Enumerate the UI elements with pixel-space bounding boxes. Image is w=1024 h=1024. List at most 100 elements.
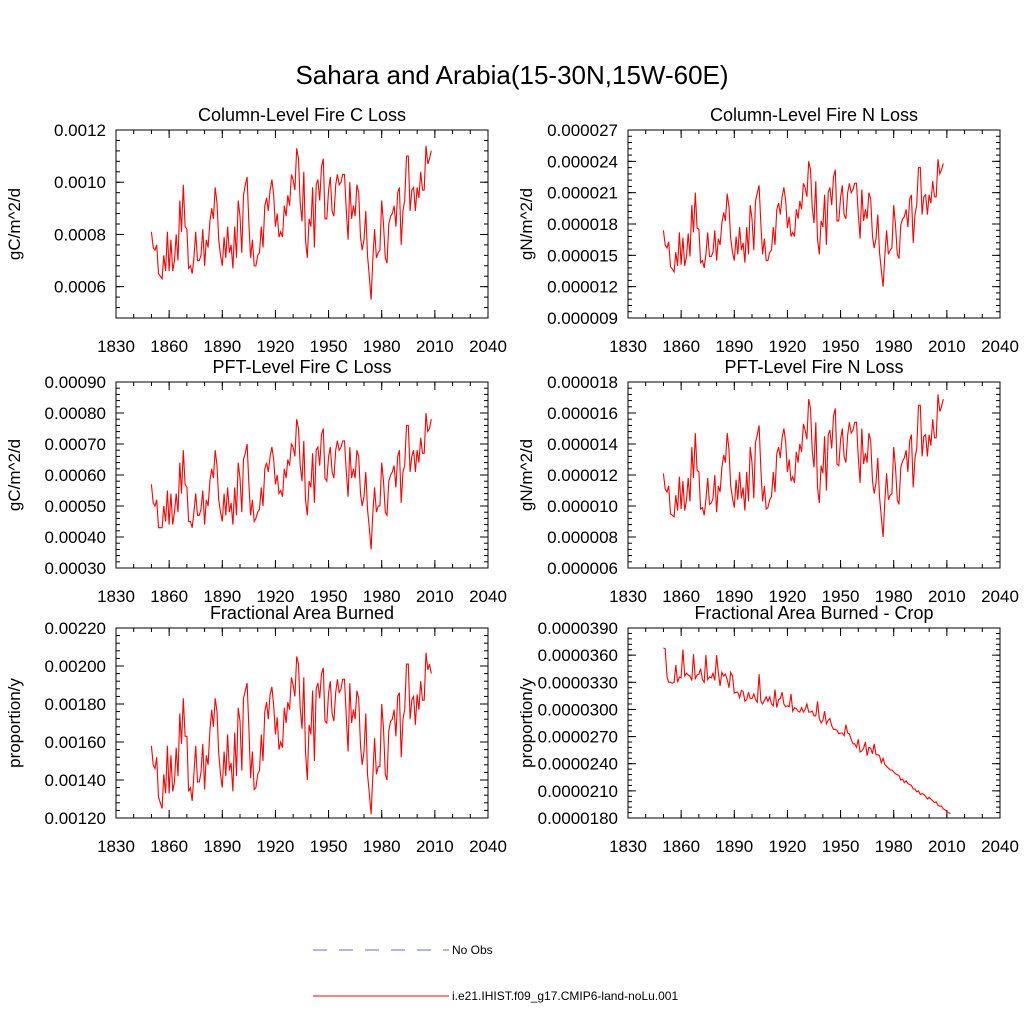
x-tick-label: 1860 [150,837,188,856]
y-tick-label: 0.000024 [547,152,618,171]
x-tick-label: 1920 [769,337,807,356]
y-tick-label: 0.0000390 [538,619,618,638]
x-tick-label: 1860 [150,337,188,356]
x-tick-label: 1830 [609,587,647,606]
y-tick-label: 0.000016 [547,404,618,423]
series-line [150,412,432,550]
x-tick-label: 2040 [469,337,507,356]
panel-title: Column-Level Fire C Loss [198,105,406,125]
x-tick-label: 1830 [97,837,135,856]
panel-title: Fractional Area Burned - Crop [694,603,933,623]
y-tick-label: 0.00080 [45,404,106,423]
series-line [663,647,951,814]
x-tick-label: 1950 [310,587,348,606]
y-tick-label: 0.0008 [54,225,106,244]
figure-title: Sahara and Arabia(15-30N,15W-60E) [295,60,728,90]
x-tick-label: 1890 [715,587,753,606]
y-axis-label: gN/m^2/d [517,439,536,511]
x-tick-label: 2010 [416,837,454,856]
panel-title: Column-Level Fire N Loss [710,105,918,125]
x-tick-label: 2040 [469,837,507,856]
y-axis-label: proportion/y [5,678,24,768]
x-tick-label: 1920 [257,837,295,856]
y-tick-label: 0.0000180 [538,809,618,828]
legend: No Obs i.e21.IHIST.f09_g17.CMIP6-land-no… [313,943,678,1003]
plot-frame [627,129,1001,319]
y-tick-label: 0.00200 [45,657,106,676]
series-line [662,394,944,538]
x-tick-label: 1830 [609,837,647,856]
series-line [150,652,432,815]
y-tick-label: 0.000009 [547,309,618,328]
y-tick-label: 0.00180 [45,695,106,714]
y-tick-label: 0.00220 [45,619,106,638]
x-tick-label: 1920 [257,337,295,356]
x-tick-label: 2040 [981,837,1019,856]
x-tick-label: 1860 [662,337,700,356]
y-tick-label: 0.0000270 [538,728,618,747]
panel-4: PFT-Level Fire N Loss gN/m^2/d 1830 1860 189… [517,357,1019,606]
y-tick-label: 0.00040 [45,528,106,547]
x-tick-label: 1890 [203,337,241,356]
y-axis-label: gC/m^2/d [5,439,24,511]
x-tick-label: 2010 [416,337,454,356]
y-tick-label: 0.00070 [45,435,106,454]
x-tick-label: 1980 [875,837,913,856]
x-tick-label: 1890 [715,837,753,856]
y-tick-label: 0.0000360 [538,646,618,665]
series-line [150,145,432,300]
legend-no-obs-label: No Obs [452,943,493,957]
x-tick-label: 1950 [822,337,860,356]
y-axis-label: proportion/y [517,678,536,768]
y-tick-label: 0.0000240 [538,755,618,774]
x-tick-label: 2040 [469,587,507,606]
legend-model-label: i.e21.IHIST.f09_g17.CMIP6-land-noLu.001 [452,989,678,1003]
panel-2: Column-Level Fire N Loss gN/m^2/d 1830 1860… [517,105,1019,356]
x-tick-label: 1920 [769,837,807,856]
x-tick-label: 2040 [981,587,1019,606]
y-tick-label: 0.00090 [45,373,106,392]
plot-frame [115,627,489,819]
x-tick-label: 1980 [363,337,401,356]
y-tick-label: 0.000006 [547,559,618,578]
x-tick-label: 1950 [822,587,860,606]
panel-title: PFT-Level Fire C Loss [212,357,391,377]
panel-6: Fractional Area Burned - Crop proportion/… [517,603,1019,856]
y-tick-label: 0.0000210 [538,782,618,801]
y-tick-label: 0.00120 [45,809,106,828]
y-tick-label: 0.0010 [54,173,106,192]
y-tick-label: 0.000012 [547,466,618,485]
plot-frame [627,381,1001,569]
y-tick-label: 0.00060 [45,466,106,485]
y-tick-label: 0.000018 [547,215,618,234]
y-tick-label: 0.000015 [547,246,618,265]
x-tick-label: 1860 [662,837,700,856]
x-tick-label: 2010 [416,587,454,606]
series-line [662,159,944,287]
x-tick-label: 1860 [662,587,700,606]
x-tick-label: 2010 [928,587,966,606]
y-tick-label: 0.00050 [45,497,106,516]
x-tick-label: 1980 [875,587,913,606]
x-tick-label: 1950 [310,837,348,856]
y-tick-label: 0.00140 [45,771,106,790]
plot-frame [115,129,489,319]
x-tick-label: 1830 [609,337,647,356]
x-tick-label: 1980 [363,587,401,606]
x-tick-label: 1920 [769,587,807,606]
x-tick-label: 2040 [981,337,1019,356]
y-tick-label: 0.0000300 [538,700,618,719]
panel-3: PFT-Level Fire C Loss gC/m^2/d 1830 1860 189… [5,357,507,606]
x-tick-label: 1890 [203,587,241,606]
x-tick-label: 2010 [928,837,966,856]
panel-5: Fractional Area Burned proportion/y 1830 18… [5,603,507,856]
y-tick-label: 0.000012 [547,278,618,297]
x-tick-label: 1890 [715,337,753,356]
y-tick-label: 0.0012 [54,121,106,140]
y-tick-label: 0.000010 [547,497,618,516]
y-tick-label: 0.00030 [45,559,106,578]
y-tick-label: 0.0006 [54,278,106,297]
y-tick-label: 0.000027 [547,121,618,140]
